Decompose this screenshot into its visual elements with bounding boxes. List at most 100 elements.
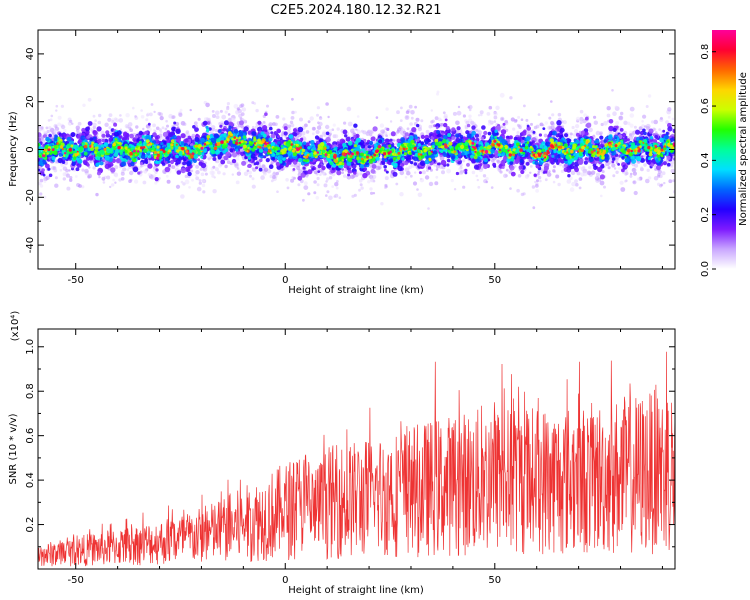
spectrogram-cell <box>182 182 186 186</box>
spectrogram-cell <box>522 192 526 196</box>
spectrogram-cell <box>319 173 322 176</box>
spectrogram-cell <box>289 120 294 125</box>
spectrogram-cell <box>593 115 597 119</box>
spectrogram-cell <box>595 130 601 136</box>
spectrogram-cell <box>270 179 274 183</box>
spectrogram-cell <box>599 180 605 186</box>
spectrogram-cell <box>483 130 488 136</box>
spectrogram-cell <box>69 119 73 123</box>
spectrogram-cell <box>530 122 533 126</box>
spectrogram-cell <box>629 172 633 176</box>
spectrogram-cell <box>452 111 457 116</box>
spectrogram-cell <box>375 116 379 119</box>
spectrogram-cell <box>206 153 211 158</box>
spectrogram-cell <box>336 170 342 176</box>
spectrogram-cell <box>222 128 227 132</box>
spectrogram-cell <box>307 192 311 196</box>
spectrogram-cell <box>200 172 205 177</box>
spectrogram-cell <box>461 159 466 163</box>
spectrogram-cell <box>187 171 192 177</box>
spectrogram-cell <box>315 196 320 200</box>
spectrogram-cell <box>518 165 524 170</box>
spectrogram-cell <box>539 179 542 183</box>
spectrogram-cell <box>240 103 245 108</box>
spectrogram-cell <box>327 115 330 119</box>
spectrogram-cell <box>414 171 417 174</box>
spectrogram-cell <box>555 174 560 179</box>
spectrogram-cell <box>455 120 460 126</box>
spectrogram-cell <box>75 167 80 172</box>
spectrogram-cell <box>612 127 617 132</box>
spectrogram-cell <box>147 163 153 169</box>
spectrogram-cell <box>603 121 608 126</box>
spectrogram-cell <box>653 128 657 131</box>
spectrogram-cell <box>108 113 113 117</box>
spectrogram-cell <box>236 171 242 176</box>
spectrogram-cell <box>214 128 218 133</box>
spectrogram-cell <box>405 171 410 176</box>
spectrogram-cell <box>173 121 177 125</box>
spectrogram-cell <box>194 173 198 177</box>
spectrogram-cell <box>172 115 176 119</box>
spectrogram-cell <box>614 105 618 109</box>
spectrogram-cell <box>631 167 637 173</box>
spectrogram-cell <box>207 117 211 122</box>
spectrogram-cell <box>275 171 279 176</box>
spectrogram-cell <box>552 169 556 173</box>
spectrogram-cell <box>65 173 70 178</box>
spectrogram-cell <box>239 120 244 126</box>
spectrogram-cell <box>126 168 130 172</box>
spectrogram-cell <box>500 125 504 129</box>
spectrogram-cell <box>104 122 109 128</box>
spectrogram-cell <box>291 164 294 167</box>
spectrogram-cell <box>569 187 575 192</box>
spectrogram-cell <box>421 170 426 175</box>
spectrogram-cell <box>354 128 358 131</box>
spectrogram-cell <box>142 127 145 131</box>
spectrogram-cell <box>608 119 614 124</box>
spectrogram-cell <box>53 168 58 173</box>
spectrogram-cell <box>112 178 115 182</box>
spectrogram-cell <box>269 126 273 131</box>
spectrogram-cell <box>235 110 240 115</box>
spectrogram-cell <box>60 104 64 108</box>
spectrogram-cell <box>241 160 247 166</box>
spectrogram-cell <box>487 131 492 136</box>
spectrogram-cell <box>539 123 543 127</box>
spectrogram-cell <box>139 162 144 166</box>
spectrogram-cell <box>229 148 234 153</box>
spectrogram-cell <box>198 179 202 182</box>
spectrogram-cell <box>316 106 320 110</box>
spectrogram-cell <box>389 138 393 142</box>
spectrogram-cell <box>236 167 240 170</box>
spectrogram-cell <box>538 133 543 137</box>
spectrogram-cell <box>510 171 516 177</box>
spectrogram-cell <box>231 117 236 123</box>
spectrogram-cell <box>404 176 408 179</box>
spectrogram-cell <box>369 187 373 191</box>
spectrogram-cell <box>118 178 122 182</box>
spectrogram-cell <box>92 114 96 118</box>
spectrogram-cell <box>118 118 124 123</box>
spectrogram-cell <box>601 170 605 174</box>
spectrogram-cell <box>57 157 63 164</box>
spectrogram-cell <box>505 168 509 172</box>
spectrogram-cell <box>624 172 628 176</box>
spectrogram-cell <box>334 193 339 198</box>
spectrogram-cell <box>157 111 162 116</box>
spectrogram-cell <box>435 168 439 171</box>
spectrogram-cell <box>641 120 644 123</box>
spectrogram-cell <box>643 163 647 167</box>
spectrogram-cell <box>195 125 198 128</box>
spectrogram-cell <box>453 188 457 191</box>
spectrogram-cell <box>198 161 203 166</box>
spectrogram-cell <box>290 178 295 183</box>
spectrogram-cell <box>231 173 234 176</box>
spectrogram-cell <box>57 122 61 127</box>
spectrogram-cell <box>653 175 659 181</box>
spectrogram-cell <box>46 129 50 134</box>
spectrogram-cell <box>525 161 530 166</box>
spectrogram-cell <box>293 164 298 168</box>
spectrogram-cell <box>399 119 403 122</box>
spectrogram-cell <box>578 186 582 190</box>
